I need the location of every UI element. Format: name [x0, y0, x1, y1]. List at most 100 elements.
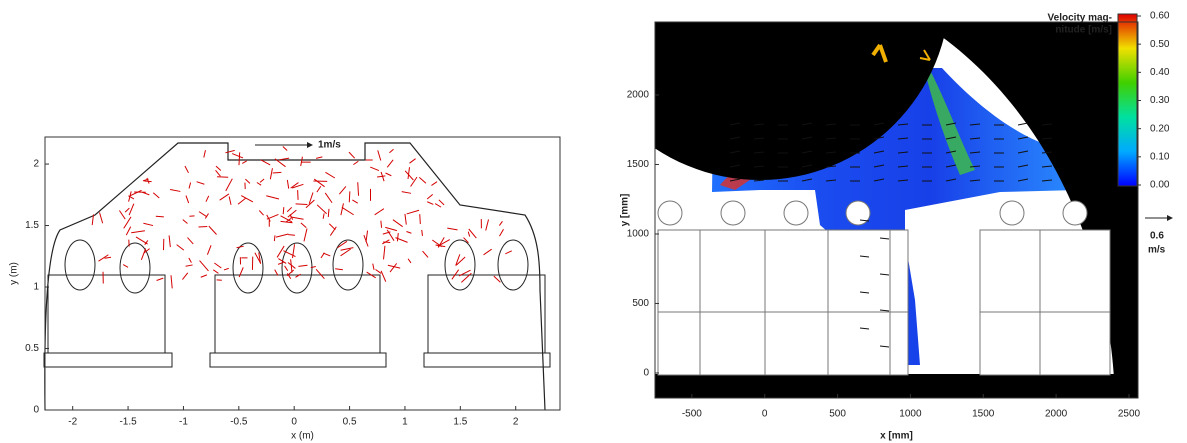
vector-arrow: [340, 247, 354, 251]
vector-arrow: [125, 226, 132, 236]
vector-arrow: [1041, 123, 1053, 126]
vector-arrow: [119, 210, 126, 220]
vector-arrow: [287, 209, 297, 218]
y-tick-label: 2: [33, 159, 39, 170]
vector-arrow: [357, 182, 360, 196]
x-axis-label: x (m): [291, 431, 314, 442]
x-tick-label: -0.5: [230, 417, 248, 428]
vector-arrow: [380, 220, 383, 228]
vector-arrow: [801, 122, 813, 126]
vector-arrow: [269, 168, 273, 180]
vector-arrow: [873, 164, 885, 168]
vector-arrow: [382, 239, 390, 245]
vector-arrow: [225, 178, 233, 192]
vector-arrow: [366, 271, 376, 279]
vector-arrow: [315, 269, 325, 280]
cabin-geometry: [43, 142, 551, 411]
vector-arrow: [729, 122, 741, 126]
vector-arrow: [215, 169, 221, 177]
vector-arrow: [236, 245, 244, 249]
vector-arrow: [228, 196, 232, 205]
vector-arrow: [406, 231, 412, 234]
vector-arrow: [286, 273, 292, 280]
vector-arrow: [493, 275, 501, 283]
inlet-arrow: [871, 43, 888, 63]
vector-arrow: [499, 228, 504, 237]
vector-arrow: [215, 165, 222, 171]
velocity-vectors: [91, 146, 512, 289]
vector-arrow: [128, 191, 132, 202]
vector-arrow: [421, 229, 423, 236]
vector-arrow: [455, 256, 466, 266]
vector-arrow: [316, 185, 322, 193]
reference-label: 0.6: [1150, 231, 1164, 242]
vector-arrow: [143, 248, 150, 254]
vector-arrow: [897, 151, 909, 154]
vector-arrow: [392, 219, 403, 228]
plot-frame: [44, 136, 561, 411]
vector-arrow: [143, 222, 154, 227]
vector-arrow: [91, 214, 95, 226]
vector-arrow: [801, 150, 813, 154]
vector-arrow: [188, 182, 192, 189]
vector-arrow: [328, 223, 336, 231]
vector-arrow: [873, 122, 885, 126]
vector-arrow: [104, 256, 112, 259]
x-tick-label: 1500: [972, 409, 995, 420]
y-tick-label: 500: [632, 298, 649, 309]
colorbar-title: Velocity mag-: [1048, 13, 1112, 24]
vector-arrow: [238, 152, 241, 166]
vector-arrow: [352, 199, 358, 204]
vector-arrow: [468, 228, 477, 239]
vector-arrow: [389, 148, 394, 154]
vector-arrow: [276, 245, 285, 258]
vector-arrow: [372, 263, 375, 270]
vector-arrow: [313, 178, 325, 188]
vector-arrow: [753, 179, 765, 182]
x-tick-label: 0: [762, 409, 768, 420]
vector-arrow: [1041, 151, 1053, 154]
colorbar-tick-label: 0.50: [1150, 39, 1170, 50]
vector-arrow: [825, 137, 837, 140]
vector-arrow: [396, 233, 399, 242]
vector-arrow: [282, 207, 285, 215]
vector-arrow: [146, 177, 150, 184]
vector-arrow: [897, 179, 909, 182]
vector-arrow: [240, 195, 254, 203]
vector-arrow: [280, 220, 293, 224]
vector-arrow: [286, 179, 290, 189]
vector-arrow: [1017, 122, 1029, 126]
vector-arrow: [859, 327, 870, 330]
vector-arrow: [438, 199, 445, 206]
vector-arrow: [256, 182, 262, 186]
vector-arrow: [284, 265, 289, 271]
vector-arrow: [285, 218, 292, 223]
vector-arrow: [383, 241, 391, 244]
vector-arrow: [310, 266, 316, 269]
vector-arrow: [170, 189, 181, 192]
vector-arrow: [283, 250, 296, 258]
velocity-vectors: [729, 122, 1053, 348]
vector-arrow: [129, 189, 142, 197]
vector-arrow: [498, 221, 503, 226]
vector-arrow: [279, 157, 290, 161]
vector-arrow: [184, 165, 189, 174]
x-tick-label: 0: [291, 417, 297, 428]
vector-arrow: [98, 254, 109, 262]
vector-arrow: [292, 183, 304, 189]
vector-arrow: [280, 215, 293, 223]
vector-arrow: [1017, 150, 1029, 154]
vector-arrow: [316, 204, 327, 215]
vector-arrow: [825, 151, 837, 154]
colorbar-tick-label: 0.20: [1150, 123, 1170, 134]
vector-arrow: [969, 151, 981, 154]
vector-arrow: [170, 275, 173, 289]
vector-arrow: [801, 136, 813, 140]
x-tick-label: -500: [682, 409, 702, 420]
vector-arrow: [753, 151, 765, 154]
vector-arrow: [337, 240, 348, 249]
vector-arrow: [374, 208, 385, 216]
y-tick-label: 1000: [627, 229, 650, 240]
x-axis-label: x [mm]: [880, 431, 913, 442]
vector-arrow: [298, 264, 308, 267]
